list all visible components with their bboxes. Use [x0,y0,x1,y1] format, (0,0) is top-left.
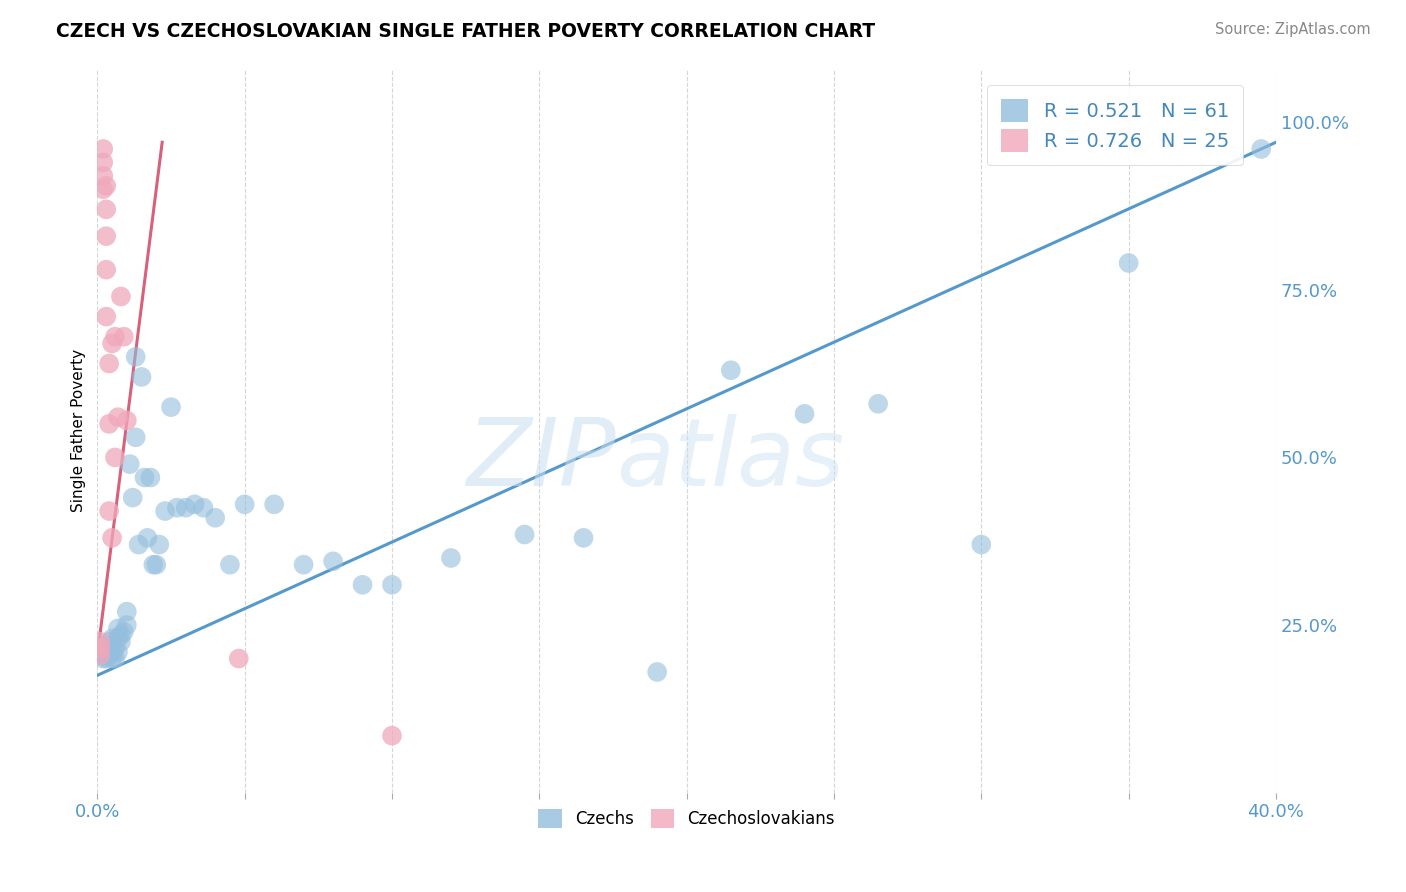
Point [104,651,127,665]
Point [1250,142,1272,156]
Point [91,142,114,156]
Point [322,554,344,568]
Point [91,651,114,665]
Point [183,497,205,511]
Point [112,329,135,343]
Point [793,407,815,421]
Point [131,370,153,384]
Point [219,558,242,572]
Point [91,155,114,169]
Point [115,605,138,619]
Point [101,651,124,665]
Point [89,634,111,648]
Point [98,357,121,371]
Point [228,651,250,665]
Point [89,648,111,663]
Point [112,624,135,639]
Point [91,169,114,183]
Point [572,531,595,545]
Point [118,457,141,471]
Point [107,632,129,646]
Point [720,363,742,377]
Point [98,648,121,663]
Point [645,665,668,679]
Point [115,618,138,632]
Point [101,645,124,659]
Point [136,531,159,545]
Point [115,413,138,427]
Point [98,504,121,518]
Point [139,470,162,484]
Point [166,500,188,515]
Point [98,634,121,648]
Point [96,202,118,217]
Point [107,621,129,635]
Point [970,538,993,552]
Point [101,336,124,351]
Text: ZIP: ZIP [467,414,616,505]
Point [96,651,118,665]
Point [89,648,111,663]
Point [1118,256,1140,270]
Point [263,497,285,511]
Point [104,329,127,343]
Point [104,641,127,656]
Point [160,400,183,414]
Point [440,551,463,566]
Point [96,641,118,656]
Point [868,397,890,411]
Point [110,289,132,303]
Point [204,510,226,524]
Point [381,729,404,743]
Y-axis label: Single Father Poverty: Single Father Poverty [72,349,86,512]
Point [96,638,118,652]
Point [513,527,536,541]
Point [91,182,114,196]
Text: atlas: atlas [616,414,844,505]
Point [101,632,124,646]
Point [107,645,129,659]
Point [148,538,170,552]
Point [124,430,146,444]
Point [107,410,129,425]
Point [96,178,118,193]
Point [110,628,132,642]
Point [142,558,165,572]
Point [96,310,118,324]
Point [124,350,146,364]
Point [98,417,121,431]
Point [174,500,197,515]
Point [233,497,256,511]
Point [91,648,114,663]
Point [89,641,111,656]
Point [98,641,121,656]
Point [193,500,215,515]
Point [104,450,127,465]
Point [96,645,118,659]
Legend: Czechs, Czechoslovakians: Czechs, Czechoslovakians [531,803,842,835]
Point [89,641,111,656]
Text: Source: ZipAtlas.com: Source: ZipAtlas.com [1215,22,1371,37]
Point [121,491,143,505]
Point [96,229,118,244]
Point [145,558,167,572]
Point [91,641,114,656]
Point [101,531,124,545]
Point [352,578,374,592]
Point [381,578,404,592]
Point [128,538,150,552]
Text: CZECH VS CZECHOSLOVAKIAN SINGLE FATHER POVERTY CORRELATION CHART: CZECH VS CZECHOSLOVAKIAN SINGLE FATHER P… [56,22,876,41]
Point [96,262,118,277]
Point [153,504,176,518]
Point [134,470,156,484]
Point [110,634,132,648]
Point [292,558,315,572]
